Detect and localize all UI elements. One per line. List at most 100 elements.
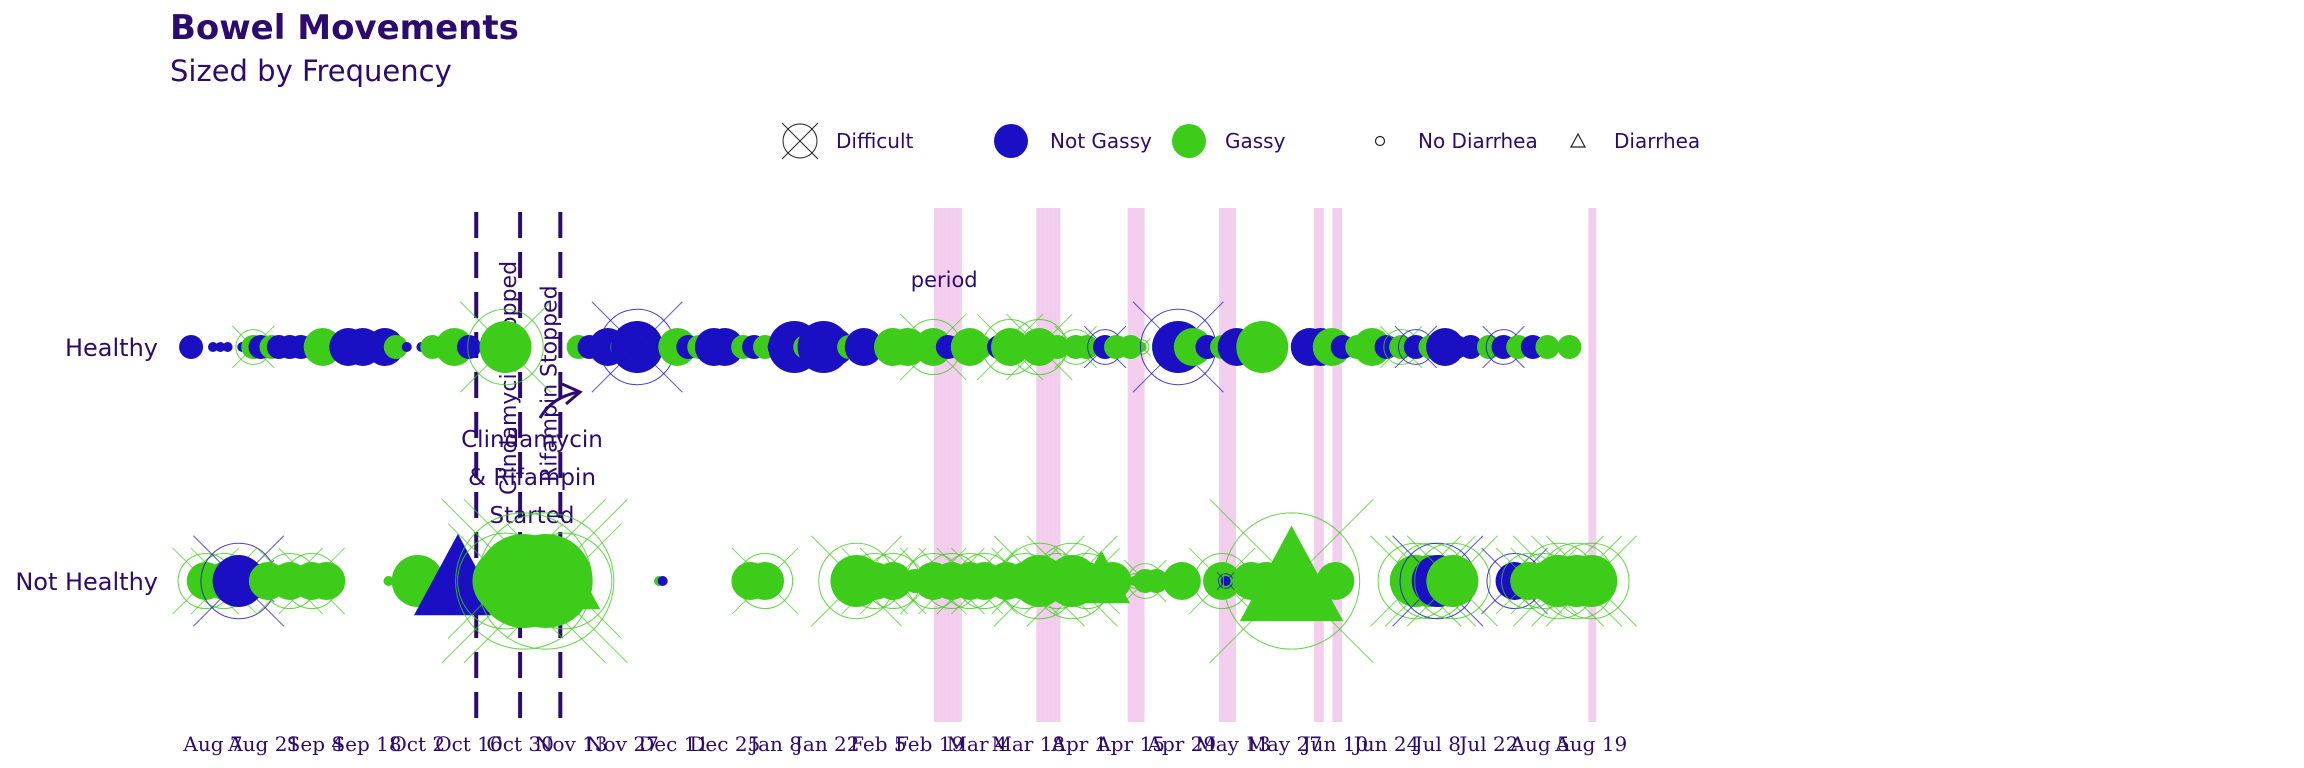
x-tick-label: Jun 10 (1301, 732, 1369, 756)
x-tick-label: Nov 27 (586, 732, 659, 756)
difficult-cross (192, 535, 285, 627)
data-point (383, 576, 394, 586)
difficult-ring (1222, 512, 1361, 650)
event-label: Clindamycin Stopped (497, 261, 522, 495)
period-band (1036, 208, 1061, 722)
legend: Difficult Not Gassy Gassy No Diarrhea Diarrh… (781, 122, 1700, 160)
data-point (1261, 335, 1286, 359)
legend-label: Gassy (1225, 129, 1286, 153)
event-lines: Clindamycin& RifampinStartedClindamycin … (461, 212, 603, 722)
difficult-cross (1545, 535, 1637, 627)
difficult-cross (951, 547, 1018, 615)
legend-difficult-icon (781, 122, 819, 160)
difficult-cross (1209, 498, 1374, 664)
event-label: Clindamycin (461, 427, 603, 453)
x-tick-label: Jun 24 (1352, 732, 1420, 756)
difficult-cross (731, 547, 799, 615)
event-label: & Rifampin (468, 465, 596, 491)
legend-label: Diarrhea (1614, 129, 1700, 153)
data-point (383, 335, 408, 359)
x-tick-label: Oct 30 (486, 732, 553, 756)
difficult-ring (1414, 542, 1491, 620)
x-tick-label: Oct 16 (435, 732, 502, 756)
y-category-label: Healthy (65, 334, 158, 362)
legend-diarrhea-icon (1569, 132, 1587, 148)
legend-swatch (1172, 124, 1206, 158)
x-tick-label: Jan 22 (793, 732, 860, 756)
difficult-cross (256, 547, 324, 615)
x-tick-label: Sep 4 (287, 732, 344, 756)
data-point (1144, 569, 1169, 593)
data-point (222, 342, 233, 352)
data-point (844, 328, 883, 366)
difficult-cross (506, 523, 622, 639)
legend-difficult-icon (782, 123, 818, 159)
data-point (208, 342, 218, 352)
diarrhea-point (527, 542, 601, 610)
event-label: Rifampin Stopped (537, 285, 562, 482)
difficult-cross (1216, 571, 1235, 591)
difficult-ring (477, 512, 615, 650)
x-tick-label: Mar 4 (947, 732, 1008, 756)
x-tick-label: May 27 (1246, 732, 1322, 756)
data-point (307, 562, 346, 600)
x-tick-label: Mar 18 (991, 732, 1065, 756)
event-arrow-head (561, 382, 583, 406)
period-band (1332, 208, 1343, 722)
x-tick-label: Dec 25 (689, 732, 760, 756)
legend-no-diarrhea-icon (1374, 135, 1386, 147)
data-point (456, 335, 481, 359)
data-point (1118, 335, 1143, 359)
difficult-cross (1394, 325, 1438, 369)
diarrhea-point (1239, 525, 1344, 622)
x-tick-label: Nov 13 (535, 732, 608, 756)
x-tick-label: Aug 5 (1510, 732, 1570, 756)
x-tick-label: Jan 8 (748, 732, 802, 756)
data-point (1162, 562, 1201, 600)
data-point (401, 342, 412, 352)
difficult-cross (591, 301, 683, 393)
difficult-cross (1005, 313, 1073, 381)
data-points (172, 301, 1637, 664)
x-tick-label: Jul 8 (1413, 732, 1461, 756)
data-point (650, 342, 661, 352)
y-category-label: Not Healthy (15, 568, 158, 596)
data-point (705, 328, 744, 366)
data-point (657, 576, 668, 586)
data-point (215, 342, 226, 352)
data-point (1316, 562, 1355, 600)
x-tick-label: Apr 29 (1147, 732, 1217, 756)
period-band (1314, 208, 1324, 722)
x-tick-label: Dec 11 (638, 732, 709, 756)
legend-label: Difficult (836, 129, 914, 153)
difficult-cross (859, 547, 927, 615)
data-point (1557, 335, 1582, 359)
x-tick-label: Aug 7 (182, 732, 242, 756)
x-tick-label: May 13 (1195, 732, 1271, 756)
difficult-cross (1132, 337, 1151, 357)
difficult-ring (737, 552, 794, 610)
period-label: period (911, 268, 978, 292)
x-tick-label: Sep 18 (331, 732, 401, 756)
x-tick-label: Feb 19 (895, 732, 964, 756)
x-tick-label: Aug 21 (227, 732, 300, 756)
chart-subtitle: Sized by Frequency (170, 54, 452, 88)
difficult-cross (899, 313, 967, 381)
difficult-ring (515, 532, 613, 630)
difficult-cross (459, 301, 552, 393)
chart-title: Bowel Movements (170, 8, 519, 48)
data-point (1458, 335, 1483, 359)
x-tick-label: Apr 1 (1051, 732, 1108, 756)
event-arrow (538, 390, 579, 419)
difficult-ring (467, 308, 544, 386)
legend-swatch (994, 124, 1028, 158)
difficult-cross (1379, 325, 1423, 369)
x-tick-label: Feb 5 (850, 732, 907, 756)
data-point (1535, 335, 1560, 359)
data-point (179, 335, 204, 359)
data-point (1045, 335, 1070, 359)
x-tick-label: Aug 19 (1554, 732, 1627, 756)
difficult-cross (1482, 325, 1525, 369)
